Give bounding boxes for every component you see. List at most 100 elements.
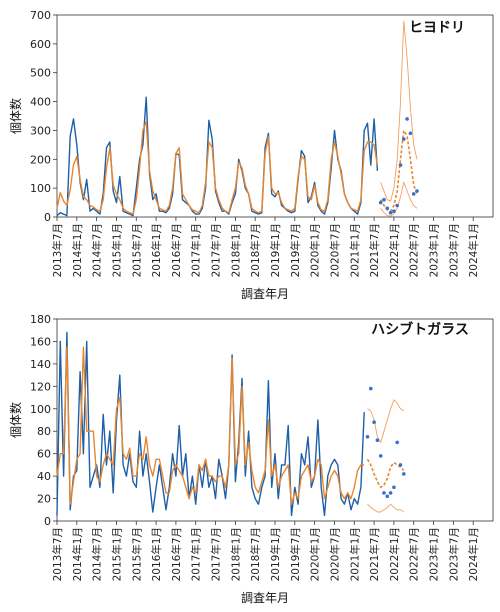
- forecast-point: [408, 131, 413, 136]
- forecast-point: [378, 200, 383, 205]
- forecast-point: [385, 206, 390, 211]
- x-tick-label: 2020年7月: [328, 223, 341, 277]
- forecast-point: [375, 438, 380, 443]
- x-tick-label: 2018年7月: [249, 527, 262, 581]
- x-tick-label: 2020年1月: [309, 527, 322, 581]
- forecast-point: [405, 117, 409, 121]
- plot-frame: [56, 14, 494, 218]
- forecast-point: [402, 472, 406, 476]
- forecast-upper-line: [367, 398, 405, 444]
- x-tick-label: 2013年7月: [51, 223, 64, 277]
- forecast-point: [395, 440, 400, 445]
- forecast-point: [398, 163, 403, 167]
- forecast-point: [392, 485, 396, 490]
- x-tick-label: 2024年1月: [467, 527, 480, 581]
- forecast-point: [398, 463, 403, 467]
- x-tick-label: 2023年7月: [447, 223, 460, 277]
- series-model-line: [56, 346, 365, 505]
- x-tick-label: 2022年7月: [408, 223, 421, 277]
- x-tick-label: 2015年7月: [130, 223, 143, 277]
- x-tick-label: 2013年7月: [51, 527, 64, 581]
- x-tick-label: 2014年1月: [71, 223, 84, 277]
- y-tick-label: 140: [30, 358, 51, 371]
- forecast-point: [378, 454, 383, 458]
- forecast-point: [415, 189, 419, 193]
- y-tick-label: 0: [44, 515, 51, 528]
- x-tick-label: 2019年7月: [289, 527, 302, 581]
- y-tick-label: 0: [44, 211, 51, 224]
- x-tick-label: 2014年7月: [91, 223, 104, 277]
- x-axis-label: 調査年月: [241, 287, 289, 301]
- x-tick-label: 2018年1月: [229, 223, 242, 277]
- x-tick-label: 2020年7月: [328, 527, 341, 581]
- forecast-point: [395, 203, 400, 208]
- x-tick-label: 2017年7月: [210, 527, 223, 581]
- x-axis-label: 調査年月: [241, 591, 289, 605]
- forecast-point: [382, 491, 386, 495]
- x-tick-label: 2016年1月: [150, 527, 163, 581]
- x-tick-label: 2021年1月: [348, 223, 361, 277]
- x-tick-label: 2016年1月: [150, 223, 163, 277]
- forecast-point: [388, 491, 393, 495]
- y-tick-label: 300: [30, 124, 51, 137]
- forecast-point: [411, 192, 416, 196]
- x-tick-label: 2019年7月: [289, 223, 302, 277]
- y-tick-label: 200: [30, 153, 51, 166]
- x-tick-label: 2017年1月: [190, 223, 203, 277]
- x-tick-label: 2021年1月: [348, 527, 361, 581]
- y-tick-label: 20: [37, 493, 51, 506]
- series-observed-line: [56, 96, 379, 217]
- forecast-point: [369, 386, 373, 391]
- forecast-point: [388, 210, 393, 215]
- x-tick-label: 2023年7月: [447, 527, 460, 581]
- x-tick-label: 2021年7月: [368, 527, 381, 581]
- y-tick-label: 80: [37, 425, 51, 438]
- x-tick-label: 2016年7月: [170, 527, 183, 581]
- chart-hiyodori: 0 100 200 300 400 500 600 700 2013年7月 2014年1月 2014…: [8, 9, 494, 301]
- x-tick-label: 2021年7月: [368, 223, 381, 277]
- x-tick-label: 2022年7月: [408, 527, 421, 581]
- x-tick-label: 2024年1月: [467, 223, 480, 277]
- series-observed-line: [56, 331, 365, 517]
- x-tick-label: 2023年1月: [428, 223, 441, 277]
- x-tick-label: 2015年1月: [110, 223, 123, 277]
- chart-title: ヒヨドリ: [409, 20, 465, 36]
- x-tick-label: 2014年7月: [91, 527, 104, 581]
- y-tick-label: 100: [30, 403, 51, 416]
- y-tick-label: 600: [30, 38, 51, 51]
- x-tick-label: 2017年1月: [190, 527, 203, 581]
- y-tick-label: 160: [30, 335, 51, 348]
- x-tick-label: 2015年7月: [130, 527, 143, 581]
- y-tick-label: 400: [30, 96, 51, 109]
- x-tick-label: 2022年1月: [388, 223, 401, 277]
- y-tick-label: 120: [30, 380, 51, 393]
- forecast-point: [392, 209, 396, 213]
- forecast-lower-line: [367, 503, 405, 513]
- y-tick-label: 60: [37, 448, 51, 461]
- x-tick-label: 2022年1月: [388, 527, 401, 581]
- y-axis-label: 個体数: [8, 98, 23, 134]
- forecast-point: [372, 420, 376, 425]
- x-tick-label: 2023年1月: [428, 527, 441, 581]
- x-tick-label: 2020年1月: [309, 223, 322, 277]
- series-model-line: [56, 121, 379, 215]
- forecast-mean-line: [366, 458, 405, 489]
- plot-frame: [56, 318, 494, 522]
- forecast-point: [385, 494, 390, 499]
- forecast-lower-line: [380, 180, 418, 217]
- x-tick-label: 2015年1月: [110, 527, 123, 581]
- y-tick-label: 700: [30, 9, 51, 22]
- x-tick-label: 2014年1月: [71, 527, 84, 581]
- y-tick-label: 500: [30, 67, 51, 80]
- forecast-point: [382, 197, 386, 202]
- x-tick-label: 2017年7月: [210, 223, 223, 277]
- chart-hashibutogarasu: 0 20 40 60 80 100 120 140 160 180 2013年7月 2014年1月 20…: [8, 313, 494, 605]
- x-tick-label: 2016年7月: [170, 223, 183, 277]
- y-axis-label: 個体数: [8, 402, 23, 438]
- x-tick-label: 2018年7月: [249, 223, 262, 277]
- chart-title: ハシブトガラス: [371, 321, 469, 338]
- forecast-upper-line: [380, 20, 418, 202]
- forecast-point: [365, 435, 370, 439]
- x-tick-label: 2019年1月: [269, 527, 282, 581]
